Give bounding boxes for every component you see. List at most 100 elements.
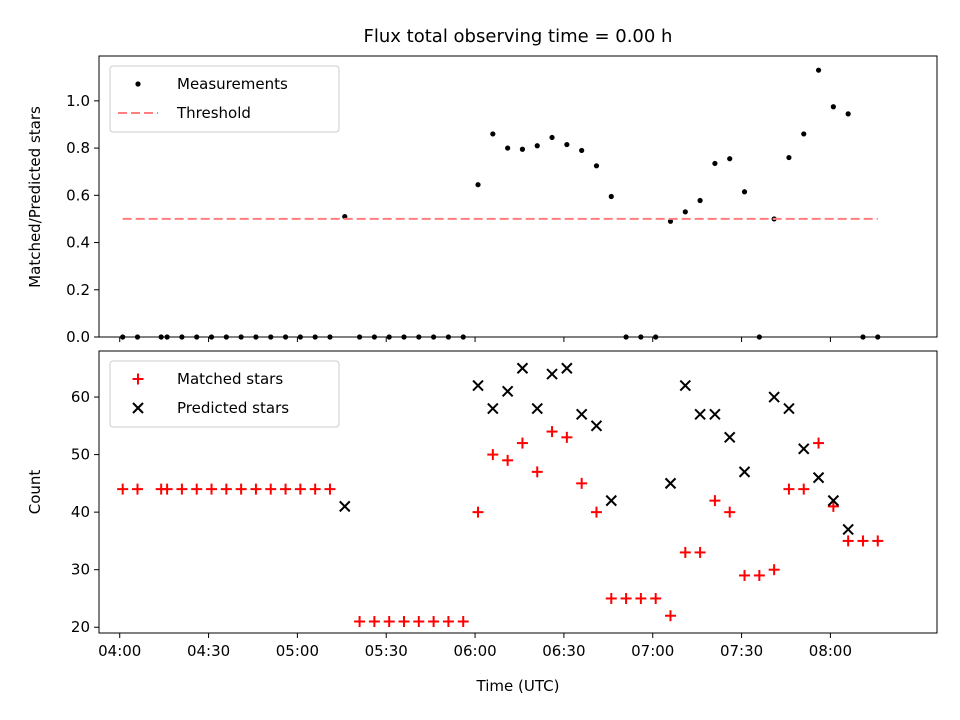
data-point (590, 420, 603, 432)
x-tick-label: 04:30 (187, 642, 230, 660)
y-tick-label: 60 (71, 388, 90, 406)
data-point (575, 408, 588, 421)
y-tick-label: 40 (71, 503, 90, 521)
data-point (783, 483, 795, 495)
axes-frame (98, 350, 938, 634)
data-point (516, 437, 528, 449)
data-point (813, 437, 825, 449)
data-point (608, 193, 614, 200)
legend-handle (132, 402, 144, 414)
data-point (697, 197, 703, 204)
legend-label: Matched stars (177, 370, 283, 388)
y-tick-label: 30 (71, 561, 90, 579)
data-point (650, 592, 662, 604)
data-point (265, 483, 277, 495)
data-point (161, 483, 173, 495)
data-point (117, 483, 129, 495)
data-point (694, 546, 706, 558)
data-point (534, 143, 540, 149)
data-point (724, 431, 736, 444)
data-point (442, 615, 454, 627)
data-point (768, 564, 780, 576)
y-tick-label: 0.2 (66, 281, 90, 299)
data-point (709, 495, 721, 507)
data-point (842, 523, 854, 536)
data-point (324, 483, 336, 495)
y-tick-label: 0.4 (66, 234, 90, 252)
data-point (472, 506, 484, 518)
data-point (564, 141, 570, 148)
data-point (475, 182, 481, 188)
x-axis-label: Time (UTC) (476, 677, 560, 695)
series-predicted-stars (339, 362, 854, 536)
y-tick-label: 1.0 (66, 92, 90, 110)
data-point (768, 391, 780, 403)
legend: Measurements Threshold (109, 65, 340, 133)
data-point (428, 615, 440, 627)
legend-label: Predicted stars (177, 399, 289, 417)
data-point (827, 494, 840, 507)
data-point (605, 592, 617, 604)
data-point (501, 385, 514, 397)
data-point (383, 615, 395, 627)
data-point (812, 471, 825, 484)
data-point (579, 147, 585, 154)
data-point (280, 483, 292, 495)
data-point (727, 156, 733, 162)
data-point (531, 402, 543, 415)
data-point (398, 615, 410, 627)
x-tick-label: 05:00 (276, 642, 319, 660)
data-point (845, 111, 851, 117)
data-point (354, 615, 366, 627)
data-point (561, 431, 573, 443)
data-point (546, 426, 558, 438)
data-point (516, 362, 529, 374)
data-point (131, 483, 143, 495)
x-tick-label: 06:00 (453, 642, 496, 660)
y-tick-label: 20 (71, 618, 90, 636)
data-point (593, 163, 600, 169)
y-axis-label: Matched/Predicted stars (26, 106, 44, 288)
legend: Matched stars Predicted stars (109, 360, 340, 428)
data-point (712, 160, 718, 167)
data-point (798, 483, 810, 495)
data-point (664, 477, 677, 490)
data-point (605, 494, 617, 507)
data-point (561, 362, 573, 374)
data-point (679, 546, 691, 558)
x-tick-label: 07:00 (631, 642, 674, 660)
data-point (842, 535, 854, 547)
data-point (815, 67, 822, 73)
data-point (801, 131, 807, 137)
data-point (235, 483, 247, 495)
data-point (709, 408, 721, 421)
data-point (206, 483, 218, 495)
data-point (786, 154, 792, 161)
y-tick-label: 0.6 (66, 186, 90, 204)
data-point (682, 209, 688, 215)
data-point (191, 483, 203, 495)
data-point (519, 146, 526, 152)
data-point (753, 569, 765, 581)
data-point (490, 131, 496, 137)
axes-frame (98, 55, 938, 338)
data-point (741, 189, 748, 195)
data-point (798, 443, 810, 455)
legend-box (109, 65, 340, 133)
data-point (679, 379, 692, 392)
data-point (739, 569, 751, 581)
data-point (342, 213, 348, 220)
x-tick-label: 06:30 (542, 642, 585, 660)
data-point (339, 500, 351, 513)
data-point (487, 449, 499, 461)
data-point (620, 592, 632, 604)
data-point (294, 483, 306, 495)
data-point (368, 615, 380, 627)
bottom-panel: 04:00 04:30 05:00 05:30 06:00 06:30 07:00 07:30… (26, 350, 938, 695)
data-point (664, 610, 676, 622)
data-point (505, 145, 511, 151)
y-tick-label: 0.0 (66, 328, 90, 346)
series-matched-stars (117, 426, 884, 627)
chart-title: Flux total observing time = 0.00 h (364, 26, 673, 47)
data-point (502, 454, 514, 466)
